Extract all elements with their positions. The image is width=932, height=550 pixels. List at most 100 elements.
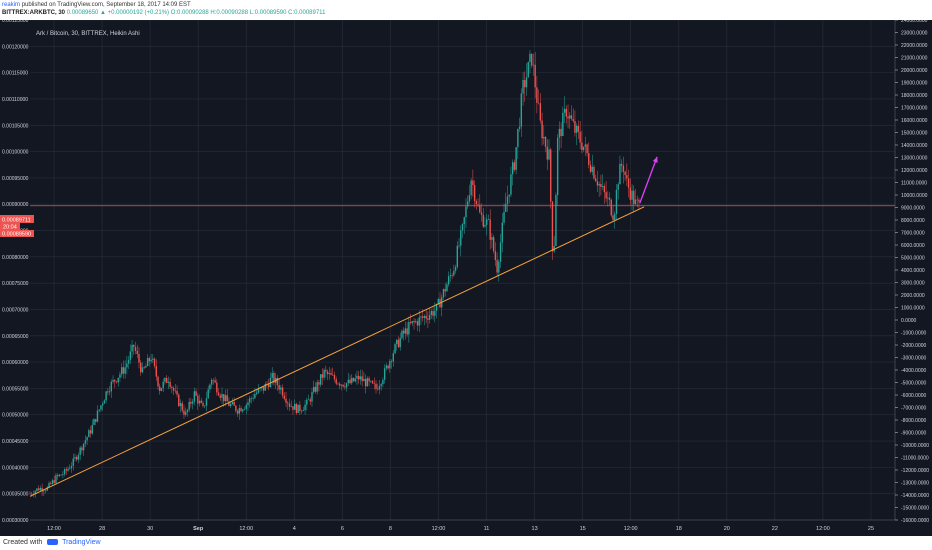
right-tick-label: 16000.0000 — [901, 118, 928, 124]
candle-body — [446, 284, 448, 292]
candle-body — [342, 384, 344, 387]
candle-body — [370, 380, 372, 382]
candle-body — [280, 387, 282, 390]
right-tick-label: -9000.0000 — [901, 431, 927, 437]
candle-body — [423, 316, 426, 318]
candle-body — [226, 395, 228, 402]
time-tick-label: 12:00 — [239, 526, 253, 532]
price-label-last: 0.00089711 — [0, 215, 34, 224]
left-price-axis[interactable]: 0.00125000 0.00120000 0.00115000 0.00110000… — [2, 18, 29, 524]
candle-body — [44, 490, 47, 492]
candle-body — [209, 384, 211, 390]
candle-body — [200, 400, 202, 403]
candle-body — [352, 377, 355, 382]
candle-body — [458, 245, 460, 247]
time-tick-label: 6 — [341, 526, 344, 532]
candle-body — [631, 190, 633, 200]
candle-body — [93, 419, 95, 425]
candle-body — [295, 403, 298, 413]
candle-body — [143, 367, 145, 368]
candle-body — [420, 316, 422, 318]
candle-body — [484, 224, 486, 227]
chart-frame[interactable]: 0.00125000 0.00120000 0.00115000 0.00110000… — [0, 18, 932, 536]
candle-body — [281, 387, 284, 396]
left-tick-label: 0.00035000 — [2, 492, 29, 498]
right-tick-label: -6000.0000 — [901, 393, 927, 399]
time-axis[interactable]: 12:00 28 30 Sep 12:00 4 6 8 12:00 11 13 15 12:00 18 20… — [30, 519, 895, 532]
candle-body — [368, 378, 370, 382]
left-tick-label: 0.00115000 — [2, 71, 28, 77]
candle-body — [588, 153, 590, 165]
candle-body — [541, 120, 543, 139]
left-tick-label: 0.00050000 — [2, 413, 29, 419]
candle-body — [601, 185, 604, 187]
candle-body — [392, 353, 394, 362]
candle-body — [333, 374, 336, 380]
candle-body — [402, 330, 405, 334]
candle-body — [224, 395, 227, 402]
candle-body — [638, 199, 640, 202]
candle-body — [572, 118, 574, 122]
candle-body — [626, 175, 628, 179]
right-tick-label: 7000.0000 — [901, 231, 925, 237]
candle-body — [287, 402, 289, 404]
candle-body — [394, 344, 396, 354]
right-scale-axis[interactable]: 24000.0000 23000.0000 22000.0000 21000.0000… — [894, 18, 929, 524]
candle-body — [219, 395, 221, 398]
candle-body — [299, 404, 301, 411]
candle-body — [617, 184, 619, 190]
candle-body — [569, 115, 571, 119]
candle-body — [271, 373, 273, 378]
candle-body — [96, 410, 99, 422]
candle-body — [406, 328, 408, 335]
candle-body — [191, 401, 194, 404]
right-tick-label: -4000.0000 — [901, 368, 927, 374]
candle-body — [337, 383, 339, 385]
candle-body — [537, 102, 540, 104]
candle-body — [363, 378, 365, 382]
left-tick-label: 0.00030000 — [2, 518, 29, 524]
candle-body — [100, 405, 102, 410]
candle-body — [356, 375, 358, 379]
candle-body — [408, 322, 410, 335]
candle-body — [236, 410, 239, 414]
candle-body — [318, 382, 320, 385]
candle-body — [425, 316, 427, 319]
price-chart[interactable]: 0.00125000 0.00120000 0.00115000 0.00110000… — [0, 18, 932, 536]
price-label-low: 0.00089590 — [0, 230, 34, 238]
candle-body — [129, 351, 132, 360]
candle-body — [197, 395, 199, 404]
candle-body — [235, 405, 237, 411]
candle-body — [574, 121, 576, 133]
candle-body — [82, 443, 85, 451]
candle-body — [167, 381, 170, 383]
candle-body — [110, 381, 113, 392]
candle-body — [619, 163, 621, 185]
candle-body — [330, 373, 332, 375]
candle-body — [108, 391, 111, 393]
candle-body — [383, 368, 386, 380]
candle-body — [397, 339, 400, 348]
candle-body — [174, 390, 177, 392]
candle-body — [461, 224, 464, 231]
candle-body — [409, 322, 412, 324]
projection-arrow[interactable] — [639, 156, 658, 204]
candle-body — [396, 339, 398, 345]
candle-body — [126, 363, 128, 368]
candle-body — [579, 131, 581, 143]
candle-body — [186, 409, 189, 413]
trendline[interactable] — [29, 206, 645, 497]
candle-body — [98, 409, 100, 411]
candle-body — [558, 128, 561, 138]
candle-body — [444, 289, 446, 292]
candle-body — [620, 163, 623, 166]
candle-body — [494, 251, 497, 261]
candle-body — [217, 392, 220, 396]
right-tick-label: 19000.0000 — [901, 81, 928, 87]
tradingview-link[interactable]: TradingView — [62, 539, 101, 546]
author-link[interactable]: reakim — [2, 2, 21, 8]
candle-body — [39, 488, 42, 491]
candle-body — [195, 391, 197, 396]
candle-body — [449, 275, 452, 277]
candle-body — [491, 237, 493, 240]
